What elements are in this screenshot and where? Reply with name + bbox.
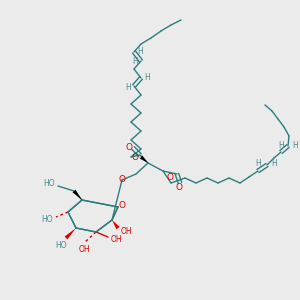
Text: O: O (118, 176, 125, 184)
Text: OH: OH (78, 244, 90, 253)
Text: H: H (144, 73, 150, 82)
Text: HO: HO (41, 215, 53, 224)
Polygon shape (73, 190, 82, 200)
Text: HO: HO (55, 241, 67, 250)
Text: O: O (131, 152, 139, 161)
Polygon shape (112, 220, 120, 229)
Polygon shape (64, 228, 76, 239)
Text: O: O (118, 200, 125, 209)
Text: H: H (137, 46, 143, 56)
Text: O: O (176, 184, 182, 193)
Polygon shape (140, 155, 148, 163)
Text: H: H (278, 140, 284, 149)
Text: OH: OH (120, 227, 132, 236)
Text: H: H (125, 82, 131, 91)
Text: H: H (292, 140, 298, 149)
Text: H: H (255, 160, 261, 169)
Text: O: O (167, 173, 173, 182)
Text: HO: HO (43, 179, 55, 188)
Text: OH: OH (110, 235, 122, 244)
Text: H: H (271, 160, 277, 169)
Text: O: O (125, 143, 133, 152)
Text: H: H (132, 58, 138, 67)
